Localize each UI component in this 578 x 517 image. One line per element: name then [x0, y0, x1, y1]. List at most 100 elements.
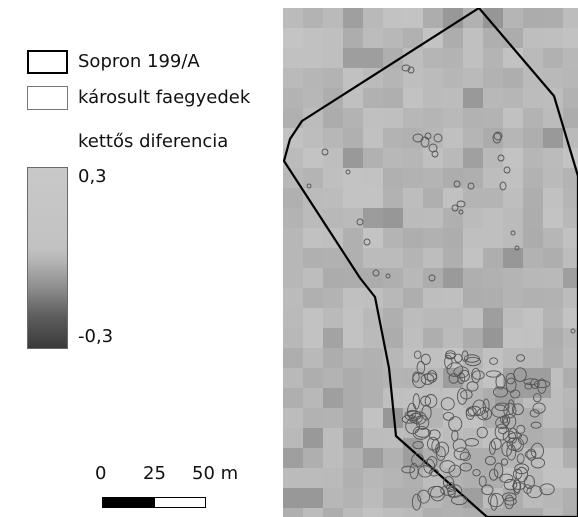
raster-cell: [423, 308, 443, 328]
raster-cell: [403, 208, 423, 228]
raster-legend-title: kettős diferencia: [78, 131, 229, 152]
raster-cell: [423, 348, 443, 368]
damaged-tree-crown: [408, 412, 423, 424]
raster-cell: [363, 148, 383, 168]
raster-cell: [443, 88, 463, 108]
damaged-tree-crown: [516, 453, 525, 464]
raster-cell: [503, 248, 523, 268]
raster-cell: [343, 348, 363, 368]
raster-cell: [403, 328, 423, 348]
damaged-tree-crown: [485, 370, 502, 378]
raster-cell: [563, 248, 578, 268]
raster-cell: [283, 388, 303, 408]
raster-cell: [523, 408, 543, 428]
raster-cell: [323, 448, 343, 468]
raster-cell: [383, 128, 403, 148]
raster-cell: [343, 148, 363, 168]
raster-cell: [423, 108, 443, 128]
damaged-tree-crown: [430, 485, 446, 502]
raster-cell: [543, 48, 563, 68]
raster-cell: [563, 448, 578, 468]
damaged-tree-crown: [453, 366, 470, 379]
raster-cell: [283, 468, 303, 488]
damaged-tree-crown: [570, 328, 576, 334]
raster-cell: [523, 328, 543, 348]
raster-cell: [383, 408, 403, 428]
raster-cell: [403, 268, 423, 288]
raster-cell: [403, 188, 423, 208]
damaged-tree-crown: [413, 350, 422, 359]
raster-cell: [283, 88, 303, 108]
damaged-tree-crown: [440, 397, 455, 411]
raster-cell: [563, 288, 578, 308]
scale-tick-0: 0: [95, 463, 107, 484]
damaged-tree-crown: [466, 381, 479, 392]
map-canvas[interactable]: [283, 8, 578, 517]
raster-cell: [303, 488, 323, 508]
raster-cell: [323, 208, 343, 228]
raster-cell: [463, 188, 483, 208]
raster-cell: [403, 228, 423, 248]
damaged-tree-crown: [420, 353, 431, 365]
raster-cell: [303, 128, 323, 148]
raster-cell: [503, 328, 523, 348]
raster-cell: [403, 68, 423, 88]
raster-cell: [303, 328, 323, 348]
raster-cell: [523, 308, 543, 328]
raster-cell: [343, 408, 363, 428]
damaged-tree-crown: [478, 475, 487, 487]
damaged-tree-crown: [471, 370, 485, 380]
damaged-tree-crown: [412, 440, 424, 450]
damaged-tree-crown: [495, 416, 509, 430]
raster-cell: [303, 508, 323, 517]
raster-cell: [283, 68, 303, 88]
raster-cell: [483, 308, 503, 328]
raster-cell: [363, 448, 383, 468]
raster-cell: [343, 188, 363, 208]
raster-cell: [283, 248, 303, 268]
raster-cell: [343, 48, 383, 68]
damaged-tree-crown: [421, 404, 432, 421]
damaged-tree-crown: [524, 382, 533, 390]
raster-cell: [563, 488, 578, 508]
raster-cell: [543, 428, 563, 448]
raster-cell: [443, 268, 463, 288]
damaged-tree-crown: [458, 209, 464, 215]
raster-cell: [463, 108, 483, 128]
map-legend: Sopron 199/A károsult faegyedek kettős d…: [0, 0, 283, 517]
raster-cell: [283, 188, 303, 208]
damaged-tree-crown: [453, 180, 461, 188]
raster-cell: [283, 448, 303, 468]
damaged-tree-crown: [420, 395, 432, 407]
raster-cell: [343, 248, 363, 268]
damaged-tree-crown: [493, 462, 504, 479]
raster-cell: [543, 228, 563, 248]
raster-cell: [363, 268, 383, 288]
damaged-tree-crown: [511, 403, 524, 416]
damaged-tree-crown: [513, 367, 527, 382]
raster-cell: [363, 388, 383, 408]
raster-cell: [383, 368, 403, 388]
raster-cell: [403, 88, 423, 108]
boundary-legend-label: Sopron 199/A: [78, 51, 200, 72]
raster-cell: [463, 28, 483, 48]
raster-cell: [503, 228, 523, 248]
damaged-tree-crown: [490, 494, 498, 511]
raster-cell: [343, 168, 363, 188]
raster-cell: [523, 188, 543, 208]
raster-cell: [303, 28, 323, 48]
raster-cell: [423, 268, 443, 288]
damaged-tree-crown: [412, 425, 430, 440]
damaged-tree-crown: [435, 446, 446, 461]
raster-cell: [543, 248, 563, 268]
raster-cell: [503, 288, 523, 308]
raster-cell: [483, 28, 503, 48]
raster-cell: [383, 228, 403, 248]
raster-cell: [543, 188, 563, 208]
raster-cell: [543, 148, 563, 168]
raster-cell: [383, 428, 403, 448]
damaged-tree-crown: [498, 426, 508, 435]
raster-cell: [323, 388, 343, 408]
raster-cell: [343, 28, 363, 48]
raster-cell: [303, 68, 323, 88]
